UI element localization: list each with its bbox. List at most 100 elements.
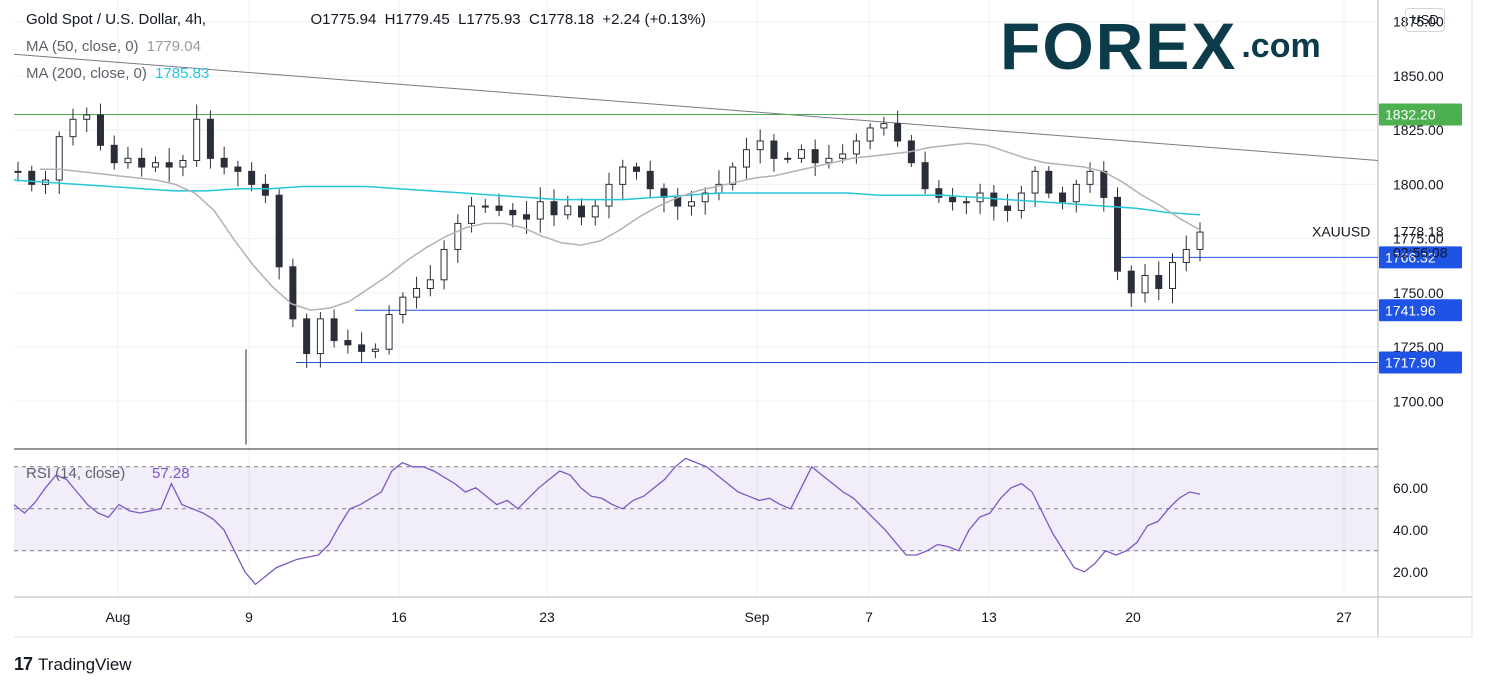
price-tick-label: 1850.00 [1393,68,1444,84]
ma50-legend[interactable]: MA (50, close, 0) 1779.04 [26,38,201,55]
time-tick-label: 13 [981,609,997,625]
tradingview-logo-icon: 17 [14,654,33,674]
ma200-line [13,179,1201,216]
candle-body [632,166,640,172]
rsi-tick-label: 60.00 [1393,480,1428,496]
candle-body [536,201,544,220]
price-tick-label: 1775.00 [1393,231,1444,247]
candle-body [220,157,228,168]
candle-body [426,279,434,289]
ma50-label: MA (50, close, 0) [26,38,139,55]
time-tick-label: 16 [391,609,407,625]
candle-body [316,318,324,355]
candle-body [440,248,448,281]
ohlc-open: O1775.94 [310,11,377,28]
candle-body [646,170,654,190]
candle-body [1100,170,1108,198]
candle-body [509,209,517,216]
candle-body [742,149,750,168]
candle-body [55,136,63,181]
candle-body [825,157,833,164]
candle-body [468,205,476,224]
candle-body [811,149,819,164]
candle-body [234,166,242,172]
candle-body [495,205,503,211]
level-badge [1379,103,1462,126]
candle-body [69,118,77,138]
candle-body [619,166,627,185]
level-label: 1741.96 [1385,302,1436,318]
candle-body [358,344,366,352]
candle-body [1004,205,1012,211]
tradingview-brand[interactable]: 17 TradingView [14,654,132,675]
candle-body [523,214,531,220]
symbol-title[interactable]: Gold Spot / U.S. Dollar, 4h, [26,11,207,28]
ma200-label: MA (200, close, 0) [26,65,147,82]
time-tick-label: 27 [1336,609,1352,625]
level-label: 1717.90 [1385,354,1436,370]
candle-body [1196,231,1204,250]
candle-body [96,114,104,146]
candle-body [1045,170,1053,194]
candle-body [179,160,187,168]
candle-body [591,205,599,218]
candle-body [28,170,36,185]
ma200-legend[interactable]: MA (200, close, 0) 1785.83 [26,65,209,82]
candle-body [275,194,283,268]
currency-button[interactable]: USD [1405,8,1445,32]
candle-body [165,162,173,168]
candle-body [303,318,311,355]
level-badge [1379,246,1462,269]
candle-body [866,127,874,142]
candle-body [935,188,943,198]
candle-body [894,123,902,142]
candle-body [151,162,159,168]
candle-body [289,266,297,320]
candle-body [687,201,695,207]
candle-body [206,118,214,159]
candle-body [852,140,860,155]
ohlc-high: H1779.45 [384,11,450,28]
price-tick-label: 1725.00 [1393,339,1444,355]
time-tick-label: 20 [1125,609,1141,625]
level-label: 1832.20 [1385,107,1436,123]
candle-body [138,157,146,168]
ohlc-close: C1778.18 [529,11,595,28]
rsi-line [13,457,1201,586]
candle-body [949,196,957,203]
candle-body [1031,170,1039,194]
candle-body [564,205,572,216]
time-tick-label: 23 [539,609,555,625]
price-tick-label: 1750.00 [1393,285,1444,301]
candle-body [14,170,22,173]
level-badge [1379,299,1462,322]
candle-body [770,140,778,159]
candle-body [248,170,256,185]
candle-body [193,118,201,162]
candle-body [729,166,737,185]
candle-body [880,123,888,129]
candle-body [701,192,709,203]
time-tick-label: Aug [106,609,131,625]
candle-body [110,144,118,164]
candle-body [1072,183,1080,203]
candle-body [578,205,586,218]
candle-body [1017,192,1025,211]
candle-body [1059,192,1067,203]
rsi-tick-label: 20.00 [1393,564,1428,580]
time-tick-label: 9 [245,609,253,625]
ma50-line [40,142,1201,311]
candle-body [385,314,393,350]
candle-body [605,183,613,207]
candle-body [454,222,462,250]
candle-body [481,205,489,208]
candle-body [344,340,352,346]
candle-body [1182,248,1190,263]
candle-body [1169,261,1177,289]
price-tick-label: 1700.00 [1393,393,1444,409]
forex-logo: FOREX .com [1000,6,1321,86]
candle-body [399,296,407,316]
candle-body [1155,274,1163,289]
